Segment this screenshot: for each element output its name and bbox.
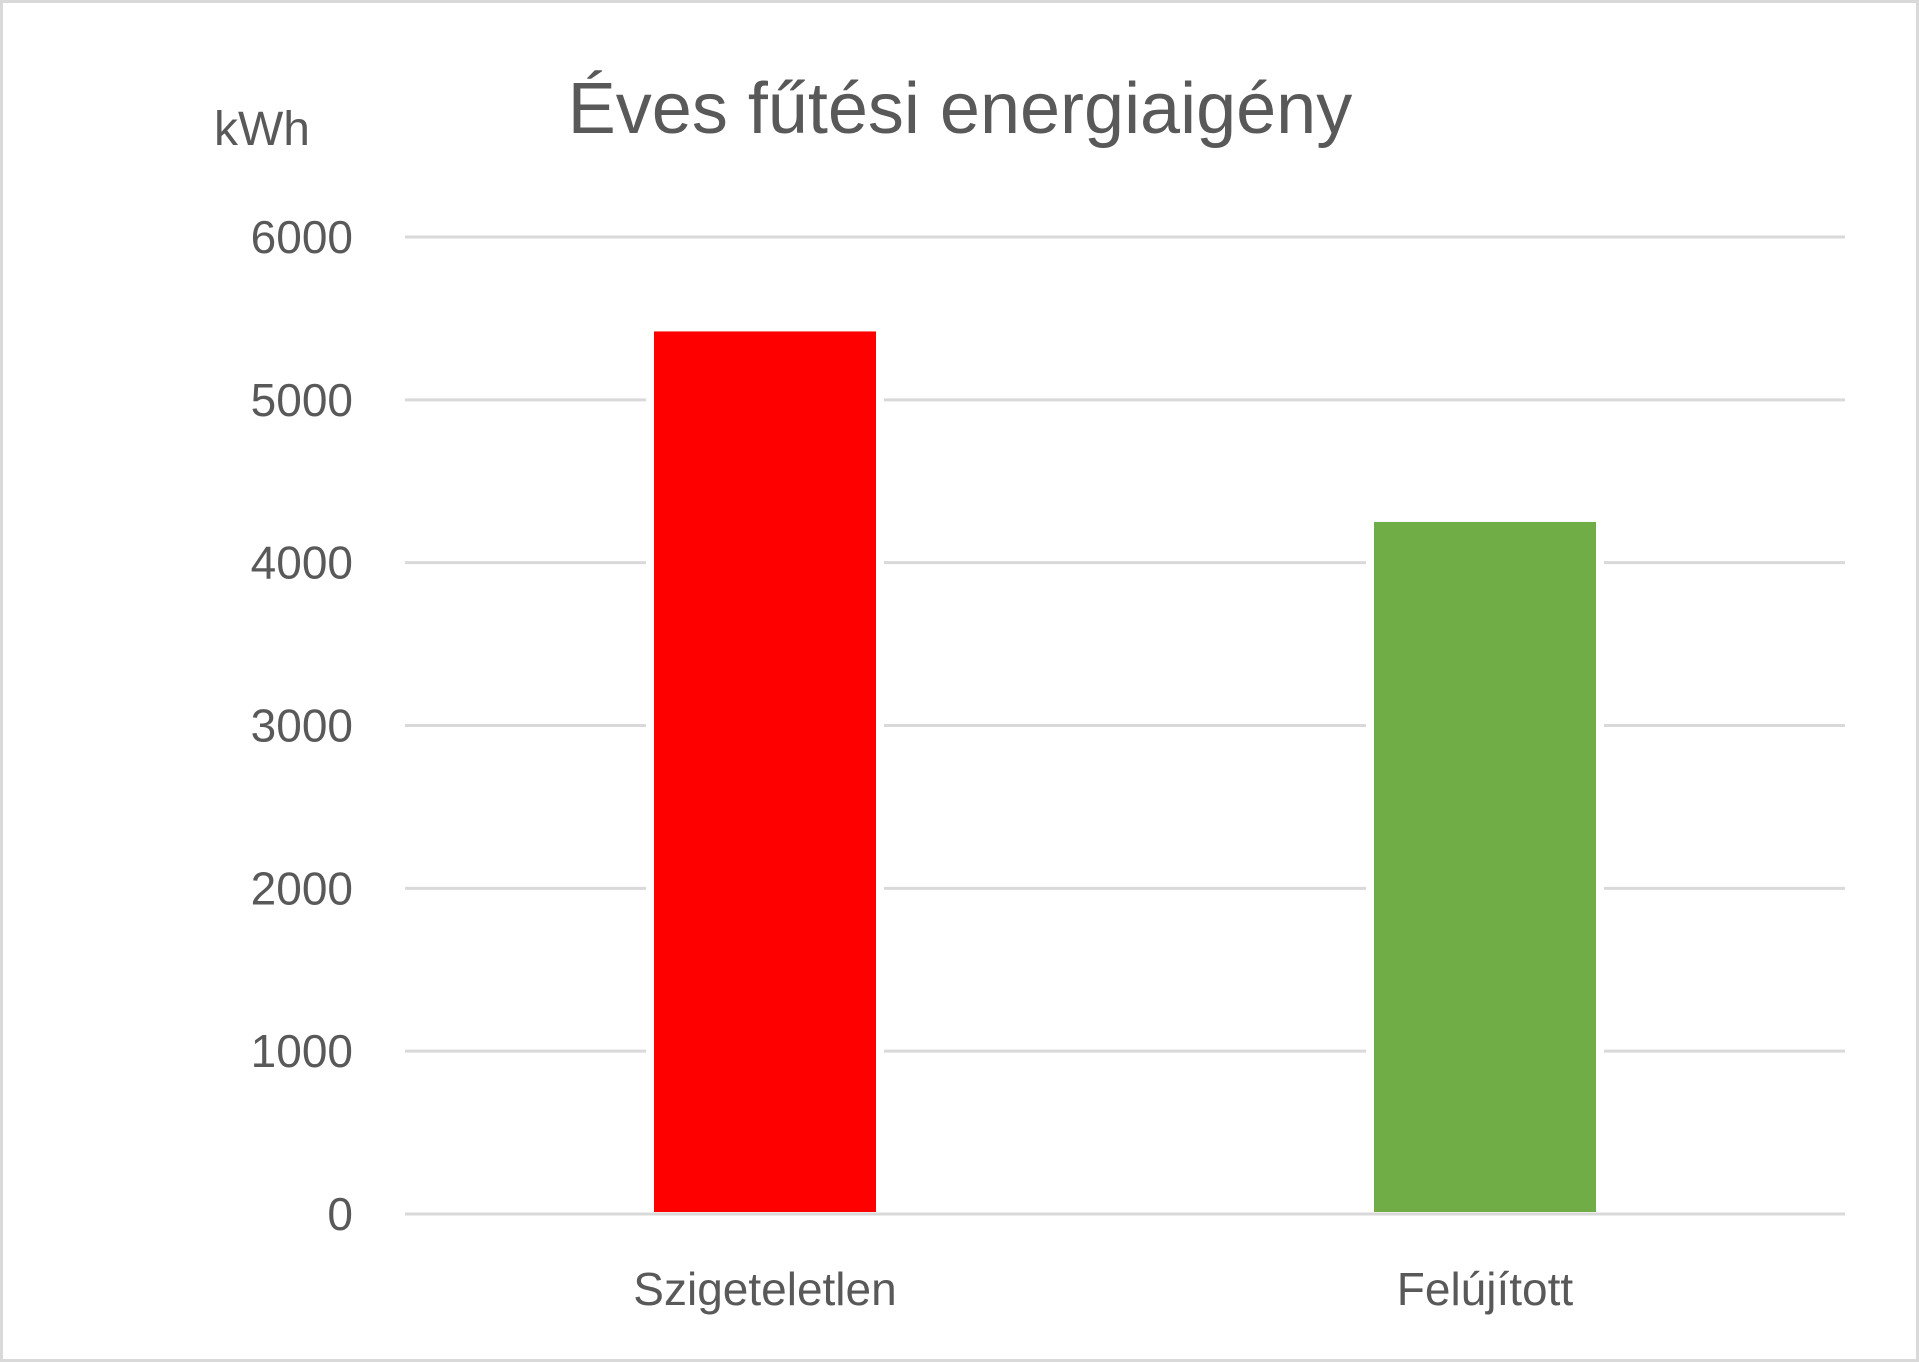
bar-felújított	[1374, 521, 1596, 1212]
x-category-label-1: Szigeteletlen	[633, 1263, 896, 1315]
gridlines	[405, 235, 1845, 1216]
y-tick-label-3000: 3000	[251, 700, 353, 752]
y-axis-ticks: 0 1000 2000 3000 4000 5000 6000	[251, 211, 353, 1240]
y-tick-label-0: 0	[327, 1188, 353, 1240]
y-axis-unit-label: kWh	[214, 103, 310, 156]
y-tick-label-1000: 1000	[251, 1025, 353, 1077]
bar-szigeteletlen	[654, 331, 876, 1212]
x-category-label-2: Felújított	[1397, 1263, 1574, 1315]
y-tick-label-6000: 6000	[251, 211, 353, 263]
y-tick-label-4000: 4000	[251, 537, 353, 589]
y-tick-label-5000: 5000	[251, 374, 353, 426]
x-axis-categories: Szigeteletlen Felújított	[633, 1263, 1573, 1315]
chart-title: Éves fűtési energiaigény	[568, 69, 1352, 149]
y-tick-label-2000: 2000	[251, 862, 353, 914]
bars	[646, 331, 1604, 1212]
